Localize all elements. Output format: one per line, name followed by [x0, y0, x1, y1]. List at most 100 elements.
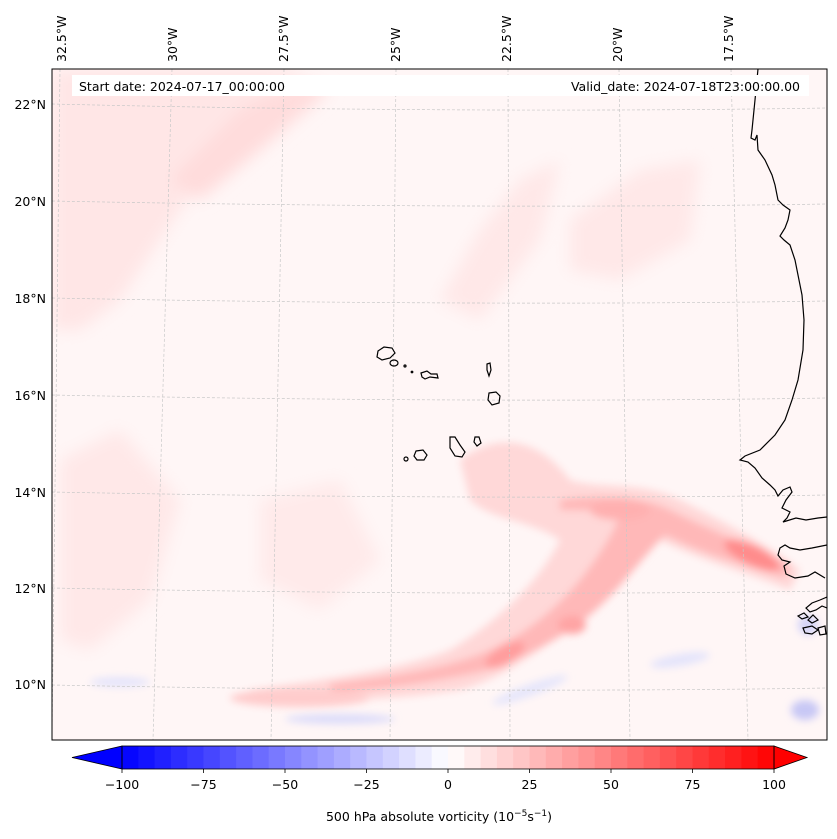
field-patch-nw	[52, 69, 300, 330]
gridline-lat	[52, 587, 827, 594]
colorbar-segment	[431, 746, 449, 769]
gridline-lat	[52, 491, 827, 498]
colorbar-segment	[415, 746, 433, 769]
field-max-arc	[590, 500, 650, 520]
colorbar-segment	[448, 746, 465, 769]
island-branco	[410, 370, 414, 374]
gridline-lon	[618, 69, 631, 740]
colorbar-segment	[219, 746, 237, 769]
island-boa-vista	[487, 391, 501, 406]
colorbar-segment	[122, 746, 139, 769]
island-santa-luzia	[403, 364, 407, 368]
colorbar-segment	[513, 746, 530, 769]
vorticity-field	[52, 69, 827, 740]
colorbar-segment	[187, 746, 204, 769]
field-neg-w	[90, 677, 150, 687]
lon-tick-label: 20°W	[610, 27, 625, 62]
field-neg-s	[492, 675, 568, 705]
field-neg-se	[650, 652, 710, 668]
colorbar-segment	[480, 746, 498, 769]
colorbar-segment	[285, 746, 302, 769]
island-santiago	[449, 436, 466, 458]
map-panel: Start date: 2024-07-17_00:00:00 Valid_da…	[51, 68, 828, 741]
colorbar-tick-label: 0	[444, 777, 452, 792]
gridline-lon	[270, 69, 285, 740]
gridline-lon	[507, 69, 511, 740]
lat-tick-label: 10°N	[14, 677, 46, 692]
colorbar-segment	[529, 746, 547, 769]
colorbar-segment	[725, 746, 742, 769]
lon-tick-label: 22.5°W	[499, 16, 514, 62]
colorbar-segment	[317, 746, 335, 769]
colorbar-segment	[203, 746, 221, 769]
colorbar-segment	[350, 746, 367, 769]
field-neg-coast	[791, 700, 819, 720]
colorbar-segment	[692, 746, 710, 769]
colorbar-segment	[464, 746, 482, 769]
field-patch-n-mid	[440, 160, 560, 320]
island-fogo	[413, 449, 428, 461]
colorbar-segment	[496, 746, 514, 769]
lon-tick-label: 27.5°W	[276, 16, 291, 62]
colorbar-tick-label: 75	[685, 777, 701, 792]
date-info-box	[72, 75, 809, 96]
gridline-lat	[52, 684, 827, 691]
cape-verde-islands	[376, 346, 501, 462]
lon-tick-labels: 32.5°W 30°W 27.5°W 25°W 22.5°W 20°W 17.5…	[54, 16, 736, 62]
colorbar-tick-label: −75	[190, 777, 216, 792]
field-negative-patches	[90, 615, 819, 724]
gridlines	[52, 69, 827, 740]
colorbar-segment	[399, 746, 416, 769]
island-sao-nicolau	[420, 370, 439, 380]
colorbar-segment	[562, 746, 579, 769]
colorbar-segment	[676, 746, 693, 769]
lat-tick-labels: 22°N 20°N 18°N 16°N 14°N 12°N 10°N	[14, 97, 46, 692]
start-date-text: Start date: 2024-07-17_00:00:00	[79, 79, 285, 94]
gridline-lon	[152, 69, 173, 740]
gridline-lat	[52, 394, 827, 401]
colorbar-extend-max	[773, 745, 809, 770]
colorbar: −100 −75 −50 −25 0 25 50 75 100 500 hPa absolute…	[71, 745, 809, 824]
lat-tick-label: 16°N	[14, 388, 46, 403]
gridline-lat	[52, 297, 827, 304]
coastlines	[738, 69, 827, 636]
colorbar-segment	[594, 746, 612, 769]
island-maio	[473, 436, 482, 447]
lon-tick-label: 32.5°W	[54, 16, 69, 62]
colorbar-segment	[333, 746, 351, 769]
gridline-lon	[52, 69, 61, 740]
colorbar-segment	[627, 746, 645, 769]
field-patch-center	[260, 480, 380, 610]
lat-tick-label: 18°N	[14, 291, 46, 306]
colorbar-tick-label: −50	[272, 777, 298, 792]
gridline-lon	[389, 69, 397, 740]
colorbar-tick-label: −25	[353, 777, 379, 792]
colorbar-segment	[170, 746, 188, 769]
gridline-lat	[52, 200, 827, 207]
colorbar-segment	[545, 746, 563, 769]
colorbar-segment	[366, 746, 384, 769]
field-band-sw	[230, 689, 370, 707]
colorbar-segment	[757, 746, 775, 769]
island-bijagos-4	[817, 625, 827, 636]
island-sal	[486, 362, 492, 378]
colorbar-segment	[236, 746, 253, 769]
valid-date-text: Valid_date: 2024-07-18T23:00:00.00	[571, 79, 800, 94]
colorbar-segment	[578, 746, 596, 769]
colorbar-segment	[659, 746, 677, 769]
field-max-sw	[485, 641, 525, 669]
colorbar-segment	[268, 746, 286, 769]
gridline-lon	[730, 69, 749, 740]
coastline-guinea-bissau	[805, 596, 827, 613]
colorbar-label: 500 hPa absolute vorticity (10−5s−1)	[326, 809, 552, 824]
colorbar-ticks: −100 −75 −50 −25 0 25 50 75 100	[105, 769, 786, 792]
island-brava	[403, 456, 409, 462]
lon-tick-label: 25°W	[388, 27, 403, 62]
colorbar-segment	[708, 746, 726, 769]
field-patch-ne	[570, 160, 700, 280]
colorbar-segment	[611, 746, 628, 769]
colorbar-segment	[382, 746, 400, 769]
colorbar-tick-label: 100	[762, 777, 786, 792]
field-patch-w-mid	[60, 430, 180, 650]
